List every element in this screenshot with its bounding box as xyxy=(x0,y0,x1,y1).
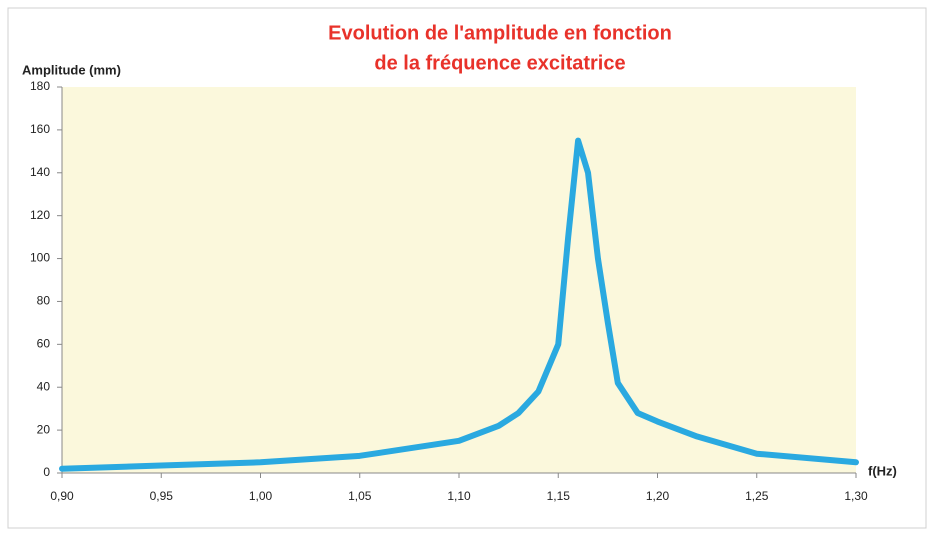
y-tick-label: 100 xyxy=(30,251,50,265)
chart-subtitle: de la fréquence excitatrice xyxy=(374,52,625,74)
y-tick-label: 60 xyxy=(37,337,51,351)
chart-title: Evolution de l'amplitude en fonction xyxy=(328,22,672,44)
line-series xyxy=(59,137,859,472)
y-axis-title: Amplitude (mm) xyxy=(22,62,121,77)
x-tick-label: 1,00 xyxy=(249,489,273,503)
y-tick-label: 160 xyxy=(30,122,50,136)
x-tick-label: 1,30 xyxy=(844,489,868,503)
x-tick-label: 0,90 xyxy=(50,489,74,503)
x-axis-title: f(Hz) xyxy=(868,463,897,478)
x-tick-label: 1,25 xyxy=(745,489,769,503)
x-tick-label: 1,10 xyxy=(447,489,471,503)
y-tick-label: 80 xyxy=(37,294,51,308)
y-tick-label: 40 xyxy=(37,379,51,393)
x-tick-label: 1,15 xyxy=(547,489,571,503)
y-tick-label: 120 xyxy=(30,208,50,222)
y-tick-label: 0 xyxy=(43,465,50,479)
x-tick-label: 1,20 xyxy=(646,489,670,503)
y-tick-label: 140 xyxy=(30,165,50,179)
x-tick-label: 0,95 xyxy=(150,489,174,503)
y-tick-label: 20 xyxy=(37,422,51,436)
y-tick-label: 180 xyxy=(30,79,50,93)
x-tick-label: 1,05 xyxy=(348,489,372,503)
plot-area xyxy=(62,87,856,473)
